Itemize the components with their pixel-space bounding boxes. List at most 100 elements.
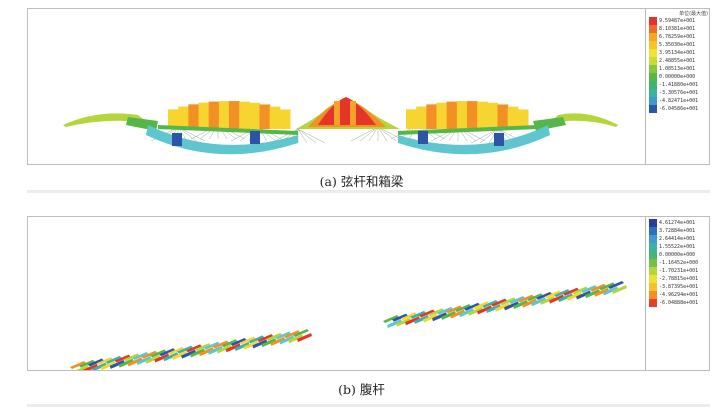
truss-line	[488, 128, 499, 144]
web-member	[482, 300, 498, 309]
box-girder	[350, 101, 356, 125]
web-member	[87, 358, 104, 367]
caption-a: (a) 弦杆和箱梁	[319, 174, 404, 189]
legend-item: -3.30576e+001	[648, 89, 710, 97]
legend-label: -3.30576e+001	[659, 90, 699, 96]
legend-item: 1.08513e+001	[648, 65, 710, 73]
web-member	[275, 331, 292, 340]
web-member	[207, 345, 223, 355]
divider	[27, 190, 710, 193]
web-member	[450, 309, 465, 319]
web-member	[594, 287, 609, 297]
legend-label: 4.61274e+001	[659, 220, 696, 226]
web-member	[527, 293, 543, 302]
web-member	[486, 304, 501, 314]
web-member	[225, 343, 241, 353]
web-member	[297, 333, 312, 342]
web-member	[159, 348, 176, 357]
legend-item: 3.95134e+001	[648, 49, 710, 57]
legend-swatch	[649, 299, 657, 307]
legend-label: -4.96294e+001	[659, 292, 699, 298]
web-member	[266, 332, 283, 341]
web-member	[91, 362, 107, 370]
legend-label: 3.72884e+001	[659, 228, 696, 234]
legend-item: -1.16452e+000	[648, 259, 710, 267]
legend-title: 单位(最大值)	[679, 11, 708, 17]
stress-contour-web-members	[70, 281, 627, 370]
legend-label: 2.64414e+001	[659, 236, 696, 242]
stress-contour-chords-box-girder	[63, 97, 618, 155]
web-member	[459, 308, 474, 318]
web-member	[257, 334, 274, 343]
legend-swatch	[649, 17, 657, 25]
web-member	[203, 341, 220, 350]
web-member	[414, 314, 429, 324]
legend-swatch	[649, 57, 657, 65]
truss-line	[368, 126, 379, 142]
web-member	[239, 336, 256, 345]
web-member	[504, 301, 519, 311]
web-member	[114, 354, 131, 363]
legend-label: 0.00000e+000	[659, 252, 696, 258]
web-member	[405, 316, 420, 326]
web-member	[599, 282, 615, 291]
web-member	[154, 353, 170, 363]
legend-item: 2.48855e+001	[648, 57, 710, 65]
web-member	[396, 317, 411, 327]
legend-swatch	[649, 291, 657, 299]
web-member	[163, 352, 179, 362]
legend-label: 2.48855e+001	[659, 58, 696, 64]
legend-item: 0.00000e+000	[648, 73, 710, 81]
legend-item: 9.59487e+001	[648, 17, 710, 25]
web-member	[437, 306, 453, 315]
web-member	[558, 293, 573, 303]
web-member	[261, 338, 277, 348]
truss-line	[377, 126, 388, 142]
truss-line	[470, 128, 499, 144]
web-member	[230, 337, 247, 346]
legend-item: 6.78259e+001	[648, 33, 710, 41]
compression-block	[494, 133, 504, 146]
legend-swatch	[649, 65, 657, 73]
compression-block	[172, 133, 182, 146]
chord-segment	[416, 106, 427, 129]
web-member	[531, 297, 546, 307]
truss-line	[297, 128, 308, 144]
web-member	[612, 285, 627, 294]
legend-swatch	[649, 219, 657, 227]
legend-item: 1.55522e+001	[648, 243, 710, 251]
web-member	[441, 310, 456, 320]
web-member	[136, 356, 152, 366]
legend-label: -6.04888e+001	[659, 300, 699, 306]
truss-line	[297, 128, 326, 144]
legend-swatch	[649, 25, 657, 33]
web-member	[270, 336, 286, 346]
web-member	[252, 339, 268, 349]
chord-segment	[269, 106, 281, 129]
truss-line	[257, 126, 286, 142]
legend-swatch	[649, 267, 657, 275]
web-member	[387, 319, 402, 328]
chord-segment	[406, 109, 417, 129]
web-member	[518, 294, 534, 303]
chord-segment	[517, 109, 529, 129]
web-member	[234, 341, 250, 351]
web-member	[477, 305, 492, 315]
chord-segment	[477, 101, 488, 129]
legend-swatch	[649, 33, 657, 41]
chord-segment	[188, 104, 199, 129]
chord-segment	[550, 113, 618, 127]
web-member	[118, 358, 134, 368]
chord-segment	[218, 101, 230, 129]
legend-swatch	[649, 235, 657, 243]
web-member	[145, 354, 161, 364]
web-member	[216, 344, 232, 354]
web-member	[590, 283, 606, 292]
web-member	[410, 310, 426, 319]
web-member	[383, 315, 399, 323]
web-member	[581, 285, 597, 294]
web-member	[509, 295, 525, 304]
legend-item: -4.96294e+001	[648, 291, 710, 299]
web-member	[123, 353, 140, 362]
web-member	[177, 345, 194, 354]
